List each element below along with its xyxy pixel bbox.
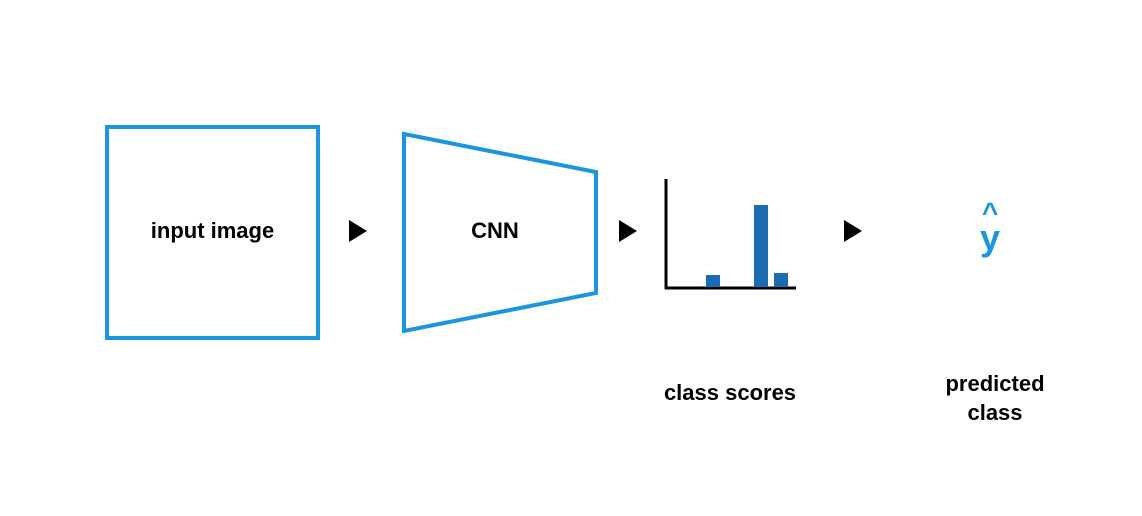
arrow-icon [345,218,371,244]
input-label: input image [105,218,320,244]
scores-node [660,175,800,300]
arrow-1 [345,218,371,249]
arrow-icon [840,218,866,244]
yhat-symbol: ^ y [960,205,1020,256]
barchart-icon [660,175,800,295]
arrow-2 [615,218,641,249]
cnn-label: CNN [400,218,590,244]
scores-label: class scores [620,380,840,406]
prediction-label: predicted class [930,370,1060,427]
yhat-y: y [960,220,1020,256]
arrow-icon [615,218,641,244]
arrow-3 [840,218,866,249]
